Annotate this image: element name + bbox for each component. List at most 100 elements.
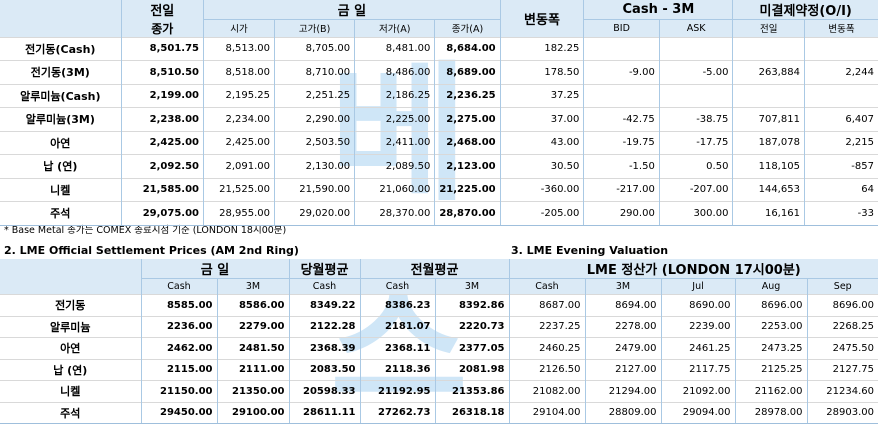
settle-subheader: Cash: [288, 278, 360, 295]
value-cell: 2,225.00: [354, 107, 435, 131]
value-cell: 2377.05: [434, 337, 509, 359]
value-cell: -207.00: [658, 177, 733, 202]
value-cell: 8,710.00: [273, 60, 355, 84]
value-cell: 21,060.00: [354, 177, 435, 202]
value-cell: 2475.50: [806, 337, 878, 359]
value-cell: 2,130.00: [273, 154, 355, 178]
value-cell: 187,078: [732, 130, 805, 155]
value-cell: 20598.33: [288, 380, 360, 402]
value-cell: 29100.00: [216, 401, 289, 424]
value-cell: 2460.25: [508, 337, 585, 359]
value-cell: 2,251.25: [273, 83, 355, 108]
settle-subheader: 3M: [584, 278, 661, 295]
value-cell: 21,585.00: [120, 177, 204, 202]
table-row: 전기동(3M) 8,510.50 8,518.00 8,710.00 8,486.00 8…: [0, 60, 878, 84]
value-cell: 118,105: [732, 154, 805, 178]
value-cell: 8349.22: [288, 294, 360, 316]
value-cell: 2,425.00: [120, 130, 204, 155]
table-row: 주석 29,075.00 28,955.00 29,020.00 28,370.00 28…: [0, 201, 878, 226]
value-cell: 2,411.00: [354, 130, 435, 155]
value-cell: 26318.18: [434, 401, 509, 424]
corner-cell-2: [0, 259, 141, 295]
value-cell: 8585.00: [140, 294, 217, 316]
metal-label: 주석: [0, 401, 141, 424]
corner-cell: [0, 0, 122, 37]
value-cell: 2473.25: [734, 337, 807, 359]
metal-label: 니켈: [0, 380, 141, 402]
value-cell: 182.25: [499, 36, 584, 61]
value-cell: 2368.11: [359, 337, 435, 359]
value-cell: 6,407: [803, 107, 878, 131]
metal-label: 알루미늄(Cash): [0, 83, 122, 108]
value-cell: 2,195.25: [203, 83, 275, 108]
value-cell: 21092.00: [660, 380, 735, 402]
value-cell: 21234.60: [806, 380, 878, 402]
value-cell: 28611.11: [288, 401, 360, 424]
table-row: 전기동 8585.00 8586.00 8349.22 8386.23 8392.86 86…: [0, 294, 878, 316]
value-cell: 21,525.00: [203, 177, 275, 202]
value-cell: 2462.00: [140, 337, 217, 359]
value-cell: 43.00: [499, 130, 584, 155]
table-row: 니켈 21,585.00 21,525.00 21,590.00 21,060.00 21…: [0, 177, 878, 202]
close-subheader: 종가(A): [434, 19, 501, 37]
value-cell: 8687.00: [508, 294, 585, 316]
value-cell: 2125.25: [734, 358, 807, 381]
value-cell: 2,215: [803, 130, 878, 155]
value-cell: 27262.73: [359, 401, 435, 424]
value-cell: 8,684.00: [434, 36, 501, 61]
value-cell: [732, 83, 805, 108]
value-cell: 28978.00: [734, 401, 807, 424]
valuation-header: LME 정산가 (LONDON 17시00분): [508, 259, 878, 279]
value-cell: 28903.00: [806, 401, 878, 424]
table-row: 아연 2,425.00 2,425.00 2,503.50 2,411.00 2,468.…: [0, 130, 878, 155]
value-cell: 2122.28: [288, 315, 360, 338]
metal-label: 니켈: [0, 177, 122, 202]
table-row: 알루미늄(3M) 2,238.00 2,234.00 2,290.00 2,225.00…: [0, 107, 878, 131]
value-cell: 2236.00: [140, 315, 217, 338]
value-cell: 28809.00: [584, 401, 661, 424]
value-cell: 2,089.50: [354, 154, 435, 178]
table-row: 납 (연) 2,092.50 2,091.00 2,130.00 2,089.50 2,1…: [0, 154, 878, 178]
value-cell: 8690.00: [660, 294, 735, 316]
oi-change-subheader: 변동폭: [803, 19, 878, 37]
prev-close-subheader: 종가: [120, 19, 204, 37]
settle-subheader: Cash: [140, 278, 217, 295]
settle-subheader: Jul: [660, 278, 735, 295]
metal-label: 알루미늄: [0, 315, 141, 338]
value-cell: 2,091.00: [203, 154, 275, 178]
value-cell: 2127.75: [806, 358, 878, 381]
value-cell: 8386.23: [359, 294, 435, 316]
value-cell: 8,486.00: [354, 60, 435, 84]
value-cell: 64: [803, 177, 878, 202]
value-cell: 2239.00: [660, 315, 735, 338]
settle-subheader: 3M: [434, 278, 509, 295]
change-header: 변동폭: [499, 0, 584, 37]
value-cell: -360.00: [499, 177, 584, 202]
metal-label: 알루미늄(3M): [0, 107, 122, 131]
value-cell: 2,425.00: [203, 130, 275, 155]
settle-subheader: Aug: [734, 278, 807, 295]
value-cell: 2126.50: [508, 358, 585, 381]
value-cell: 2220.73: [434, 315, 509, 338]
value-cell: [658, 83, 733, 108]
value-cell: 8,481.00: [354, 36, 435, 61]
value-cell: 2237.25: [508, 315, 585, 338]
value-cell: 2268.25: [806, 315, 878, 338]
value-cell: 28,955.00: [203, 201, 275, 226]
metal-label: 아연: [0, 130, 122, 155]
value-cell: -1.50: [583, 154, 660, 178]
metal-label: 주석: [0, 201, 122, 226]
value-cell: 178.50: [499, 60, 584, 84]
value-cell: 8586.00: [216, 294, 289, 316]
bid-subheader: BID: [583, 19, 660, 37]
low-subheader: 저가(A): [354, 19, 435, 37]
value-cell: 21,225.00: [434, 177, 501, 202]
value-cell: 707,811: [732, 107, 805, 131]
value-cell: 8,705.00: [273, 36, 355, 61]
value-cell: 300.00: [658, 201, 733, 226]
value-cell: 21150.00: [140, 380, 217, 402]
value-cell: 263,884: [732, 60, 805, 84]
section-3-title: 3. LME Evening Valuation: [511, 244, 669, 257]
value-cell: 2278.00: [584, 315, 661, 338]
value-cell: 2,186.25: [354, 83, 435, 108]
